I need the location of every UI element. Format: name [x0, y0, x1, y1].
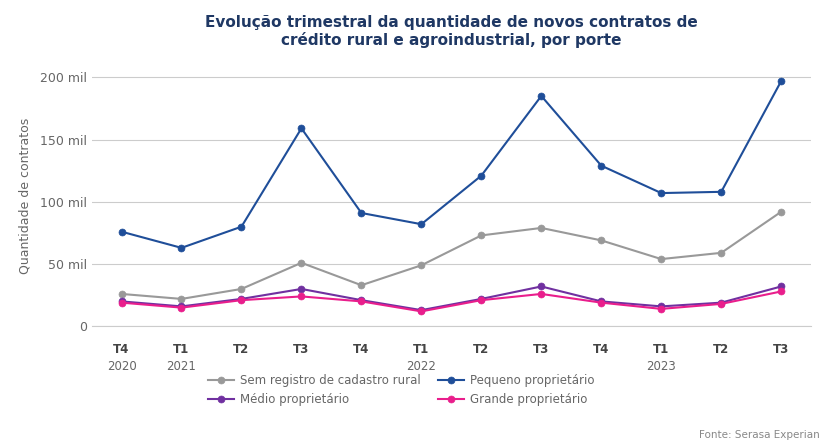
Médio proprietário	[656, 304, 666, 309]
Line: Pequeno proprietário: Pequeno proprietário	[118, 77, 785, 251]
Pequeno proprietário	[236, 224, 246, 229]
Grande proprietário	[296, 294, 306, 299]
Médio proprietário	[116, 299, 126, 304]
Pequeno proprietário	[477, 173, 487, 178]
Grande proprietário	[416, 309, 426, 314]
Médio proprietário	[537, 284, 547, 289]
Médio proprietário	[776, 284, 786, 289]
Grande proprietário	[356, 299, 366, 304]
Pequeno proprietário	[656, 190, 666, 196]
Médio proprietário	[716, 300, 726, 305]
Sem registro de cadastro rural	[477, 233, 487, 238]
Text: T1: T1	[173, 343, 190, 356]
Line: Grande proprietário: Grande proprietário	[118, 288, 785, 315]
Text: T2: T2	[473, 343, 489, 356]
Text: 2022: 2022	[407, 360, 436, 373]
Text: T1: T1	[653, 343, 670, 356]
Grande proprietário	[537, 291, 547, 297]
Text: T3: T3	[294, 343, 310, 356]
Text: T4: T4	[593, 343, 610, 356]
Line: Médio proprietário: Médio proprietário	[118, 283, 785, 314]
Pequeno proprietário	[176, 245, 186, 250]
Grande proprietário	[776, 289, 786, 294]
Sem registro de cadastro rural	[416, 263, 426, 268]
Pequeno proprietário	[296, 126, 306, 131]
Sem registro de cadastro rural	[656, 257, 666, 262]
Sem registro de cadastro rural	[176, 296, 186, 302]
Pequeno proprietário	[716, 189, 726, 194]
Text: T2: T2	[713, 343, 730, 356]
Sem registro de cadastro rural	[597, 238, 607, 243]
Grande proprietário	[656, 306, 666, 312]
Line: Sem registro de cadastro rural: Sem registro de cadastro rural	[118, 208, 785, 302]
Text: T4: T4	[354, 343, 369, 356]
Grande proprietário	[716, 301, 726, 307]
Médio proprietário	[176, 304, 186, 309]
Pequeno proprietário	[116, 229, 126, 234]
Legend: Sem registro de cadastro rural, Médio proprietário, Pequeno proprietário, Grande: Sem registro de cadastro rural, Médio pr…	[208, 374, 594, 406]
Sem registro de cadastro rural	[716, 250, 726, 256]
Text: T1: T1	[414, 343, 429, 356]
Médio proprietário	[597, 299, 607, 304]
Text: 2021: 2021	[166, 360, 196, 373]
Sem registro de cadastro rural	[116, 291, 126, 297]
Pequeno proprietário	[416, 222, 426, 227]
Grande proprietário	[477, 298, 487, 303]
Pequeno proprietário	[776, 78, 786, 84]
Médio proprietário	[236, 296, 246, 302]
Sem registro de cadastro rural	[537, 225, 547, 231]
Grande proprietário	[597, 300, 607, 305]
Text: 2020: 2020	[106, 360, 136, 373]
Médio proprietário	[477, 296, 487, 302]
Grande proprietário	[176, 305, 186, 310]
Sem registro de cadastro rural	[296, 260, 306, 266]
Grande proprietário	[236, 298, 246, 303]
Pequeno proprietário	[597, 163, 607, 169]
Médio proprietário	[356, 298, 366, 303]
Médio proprietário	[296, 286, 306, 291]
Pequeno proprietário	[537, 93, 547, 99]
Y-axis label: Quantidade de contratos: Quantidade de contratos	[18, 118, 32, 274]
Text: Fonte: Serasa Experian: Fonte: Serasa Experian	[699, 430, 820, 440]
Text: T3: T3	[533, 343, 549, 356]
Sem registro de cadastro rural	[236, 286, 246, 291]
Text: 2023: 2023	[646, 360, 676, 373]
Médio proprietário	[416, 308, 426, 313]
Sem registro de cadastro rural	[356, 283, 366, 288]
Pequeno proprietário	[356, 211, 366, 216]
Title: Evolução trimestral da quantidade de novos contratos de
crédito rural e agroindu: Evolução trimestral da quantidade de nov…	[205, 15, 698, 48]
Sem registro de cadastro rural	[776, 209, 786, 215]
Grande proprietário	[116, 300, 126, 305]
Text: T3: T3	[773, 343, 790, 356]
Text: T4: T4	[113, 343, 130, 356]
Text: T2: T2	[233, 343, 250, 356]
